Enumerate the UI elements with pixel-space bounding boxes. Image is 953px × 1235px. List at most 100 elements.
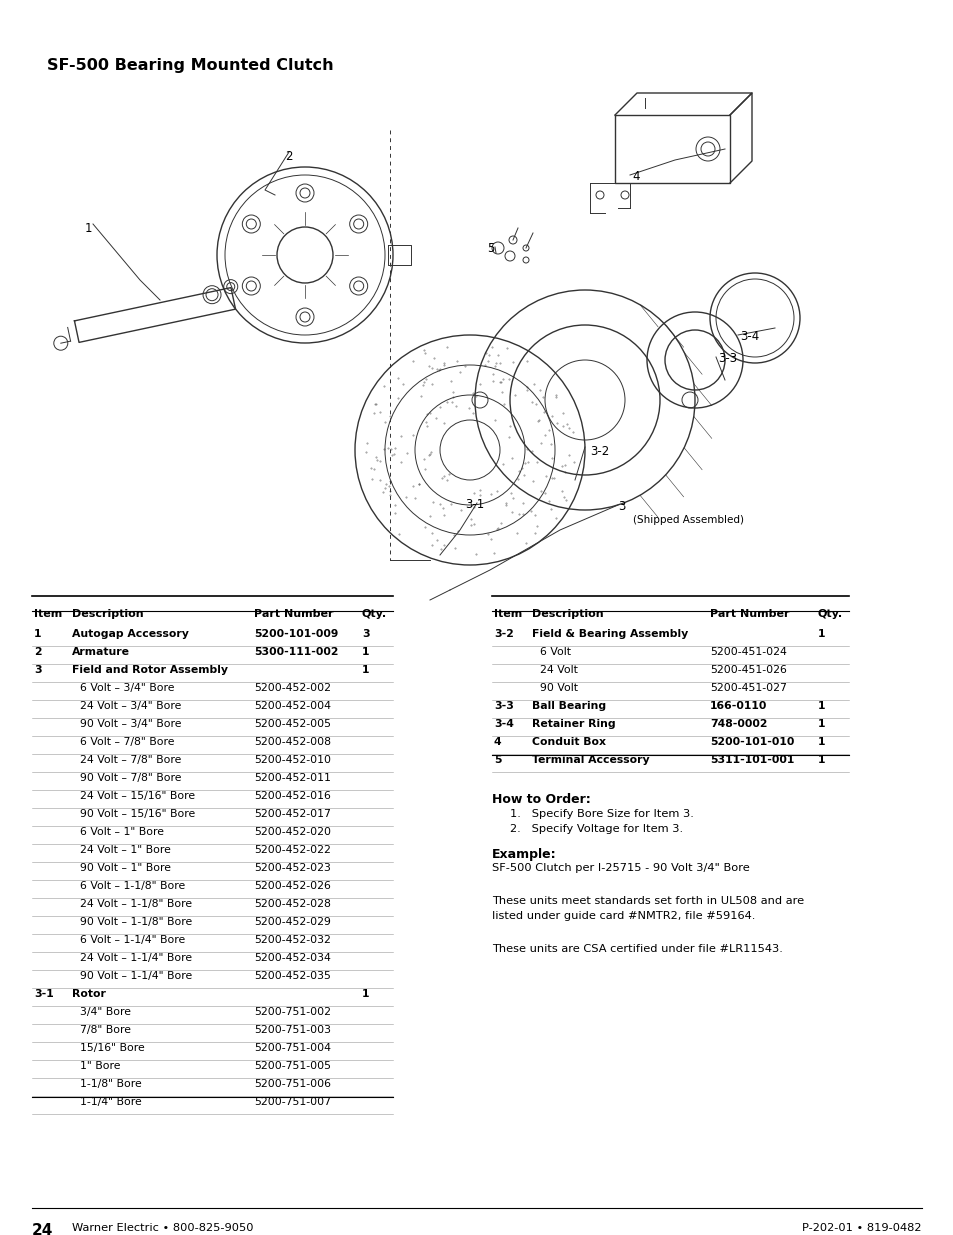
Text: 5200-452-023: 5200-452-023	[253, 863, 331, 873]
Text: 1: 1	[361, 989, 369, 999]
Text: Conduit Box: Conduit Box	[532, 737, 605, 747]
Text: 6 Volt – 7/8" Bore: 6 Volt – 7/8" Bore	[80, 737, 174, 747]
Text: 24: 24	[32, 1223, 53, 1235]
Text: 1: 1	[34, 629, 42, 638]
Text: 90 Volt – 7/8" Bore: 90 Volt – 7/8" Bore	[80, 773, 181, 783]
Text: Retainer Ring: Retainer Ring	[532, 719, 615, 729]
Text: 5200-452-008: 5200-452-008	[253, 737, 331, 747]
Text: These units meet standards set forth in UL508 and are: These units meet standards set forth in …	[492, 897, 803, 906]
Text: Part Number: Part Number	[253, 609, 334, 619]
Text: 5200-452-029: 5200-452-029	[253, 918, 331, 927]
Text: These units are CSA certified under file #LR11543.: These units are CSA certified under file…	[492, 944, 782, 953]
Text: 5200-452-002: 5200-452-002	[253, 683, 331, 693]
Text: 5200-101-009: 5200-101-009	[253, 629, 338, 638]
Text: Field & Bearing Assembly: Field & Bearing Assembly	[532, 629, 687, 638]
Text: 5200-452-005: 5200-452-005	[253, 719, 331, 729]
Text: 24 Volt – 7/8" Bore: 24 Volt – 7/8" Bore	[80, 755, 181, 764]
Text: 4: 4	[631, 170, 639, 183]
Text: listed under guide card #NMTR2, file #59164.: listed under guide card #NMTR2, file #59…	[492, 911, 755, 921]
Text: 5200-452-011: 5200-452-011	[253, 773, 331, 783]
Text: 1: 1	[817, 629, 824, 638]
Text: 1-1/8" Bore: 1-1/8" Bore	[80, 1079, 142, 1089]
Text: 90 Volt – 1" Bore: 90 Volt – 1" Bore	[80, 863, 171, 873]
Text: 5200-452-028: 5200-452-028	[253, 899, 331, 909]
Text: SF-500 Bearing Mounted Clutch: SF-500 Bearing Mounted Clutch	[47, 58, 334, 73]
Text: 6 Volt – 1-1/4" Bore: 6 Volt – 1-1/4" Bore	[80, 935, 185, 945]
Text: 15/16" Bore: 15/16" Bore	[80, 1044, 145, 1053]
Text: Ball Bearing: Ball Bearing	[532, 701, 605, 711]
Text: 166-0110: 166-0110	[709, 701, 766, 711]
Text: 5200-751-007: 5200-751-007	[253, 1097, 331, 1107]
Text: 5200-451-027: 5200-451-027	[709, 683, 786, 693]
Text: 24 Volt: 24 Volt	[539, 664, 578, 676]
Text: 5200-452-035: 5200-452-035	[253, 971, 331, 981]
Text: 5200-452-032: 5200-452-032	[253, 935, 331, 945]
Text: 2: 2	[285, 149, 293, 163]
Text: Qty.: Qty.	[817, 609, 842, 619]
Text: 6 Volt: 6 Volt	[539, 647, 571, 657]
Text: 5200-452-020: 5200-452-020	[253, 827, 331, 837]
Text: Autogap Accessory: Autogap Accessory	[71, 629, 189, 638]
Text: 5200-452-016: 5200-452-016	[253, 790, 331, 802]
Text: 3-3: 3-3	[494, 701, 514, 711]
Text: 3-3: 3-3	[718, 352, 737, 366]
Text: 5: 5	[494, 755, 501, 764]
Text: 5200-751-003: 5200-751-003	[253, 1025, 331, 1035]
Text: 1: 1	[85, 222, 92, 235]
Text: 3-2: 3-2	[589, 445, 609, 458]
Text: How to Order:: How to Order:	[492, 793, 590, 806]
Text: Terminal Accessory: Terminal Accessory	[532, 755, 649, 764]
Text: 6 Volt – 1-1/8" Bore: 6 Volt – 1-1/8" Bore	[80, 881, 185, 890]
Text: 3-1: 3-1	[464, 498, 484, 511]
Text: 5300-111-002: 5300-111-002	[253, 647, 338, 657]
Text: 3-4: 3-4	[740, 330, 759, 343]
Text: 6 Volt – 1" Bore: 6 Volt – 1" Bore	[80, 827, 164, 837]
Text: 5200-451-024: 5200-451-024	[709, 647, 786, 657]
Text: 5200-452-022: 5200-452-022	[253, 845, 331, 855]
Text: 748-0002: 748-0002	[709, 719, 767, 729]
Text: 90 Volt – 3/4" Bore: 90 Volt – 3/4" Bore	[80, 719, 181, 729]
Text: SF-500 Clutch per I-25715 - 90 Volt 3/4" Bore: SF-500 Clutch per I-25715 - 90 Volt 3/4"…	[492, 863, 749, 873]
Text: P-202-01 • 819-0482: P-202-01 • 819-0482	[801, 1223, 921, 1233]
Text: Description: Description	[71, 609, 144, 619]
Text: 4: 4	[494, 737, 501, 747]
Text: 1-1/4" Bore: 1-1/4" Bore	[80, 1097, 142, 1107]
Text: 24 Volt – 15/16" Bore: 24 Volt – 15/16" Bore	[80, 790, 195, 802]
Text: 5200-101-010: 5200-101-010	[709, 737, 794, 747]
Text: 90 Volt – 1-1/4" Bore: 90 Volt – 1-1/4" Bore	[80, 971, 193, 981]
Text: 3-2: 3-2	[494, 629, 514, 638]
Text: 3/4" Bore: 3/4" Bore	[80, 1007, 131, 1016]
Text: 3: 3	[34, 664, 42, 676]
Text: Rotor: Rotor	[71, 989, 106, 999]
Text: 5200-452-034: 5200-452-034	[253, 953, 331, 963]
Text: Armature: Armature	[71, 647, 130, 657]
Text: 2: 2	[34, 647, 42, 657]
Text: 5200-452-017: 5200-452-017	[253, 809, 331, 819]
Text: 3-4: 3-4	[494, 719, 514, 729]
Text: Field and Rotor Assembly: Field and Rotor Assembly	[71, 664, 228, 676]
Text: Description: Description	[532, 609, 603, 619]
Text: 5200-751-006: 5200-751-006	[253, 1079, 331, 1089]
Text: 1: 1	[817, 737, 824, 747]
Text: 1.   Specify Bore Size for Item 3.: 1. Specify Bore Size for Item 3.	[510, 809, 693, 819]
Text: 5200-751-005: 5200-751-005	[253, 1061, 331, 1071]
Text: Item: Item	[494, 609, 521, 619]
Text: 5200-751-004: 5200-751-004	[253, 1044, 331, 1053]
Text: 1: 1	[817, 755, 824, 764]
Text: Qty.: Qty.	[361, 609, 387, 619]
Text: 5200-452-026: 5200-452-026	[253, 881, 331, 890]
Text: 1: 1	[817, 701, 824, 711]
Text: Item: Item	[34, 609, 62, 619]
Text: 7/8" Bore: 7/8" Bore	[80, 1025, 131, 1035]
Text: 3: 3	[618, 500, 625, 513]
Text: 24 Volt – 3/4" Bore: 24 Volt – 3/4" Bore	[80, 701, 181, 711]
Text: 5311-101-001: 5311-101-001	[709, 755, 794, 764]
Text: 24 Volt – 1-1/8" Bore: 24 Volt – 1-1/8" Bore	[80, 899, 192, 909]
Text: 5200-451-026: 5200-451-026	[709, 664, 786, 676]
Text: 1: 1	[361, 647, 369, 657]
Text: (Shipped Assembled): (Shipped Assembled)	[633, 515, 743, 525]
Text: 24 Volt – 1-1/4" Bore: 24 Volt – 1-1/4" Bore	[80, 953, 192, 963]
Text: 3-1: 3-1	[34, 989, 53, 999]
Text: 90 Volt – 1-1/8" Bore: 90 Volt – 1-1/8" Bore	[80, 918, 193, 927]
Text: 90 Volt – 15/16" Bore: 90 Volt – 15/16" Bore	[80, 809, 195, 819]
